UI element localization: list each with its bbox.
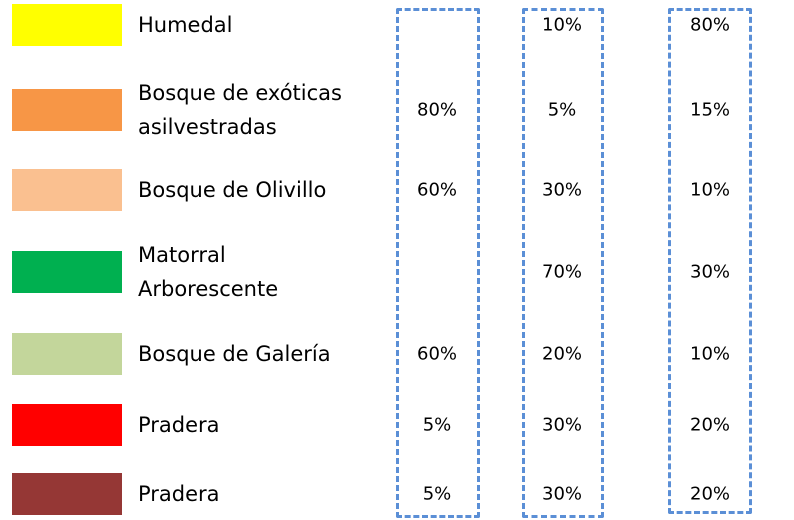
row-label: Bosque de Galería [138,337,331,371]
cell-value: 80% [416,99,458,121]
row-label: Bosque de Olivillo [138,173,326,207]
label-line: Pradera [138,482,220,506]
label-line: Bosque de exóticas [138,81,342,105]
row-label: Humedal [138,8,233,42]
cell-value: 30% [689,261,731,283]
label-line: asilvestradas [138,115,277,139]
cell-value: 20% [689,414,731,436]
cell-value: 5% [422,483,452,505]
column-box [668,8,752,514]
cell-value: 80% [689,14,731,36]
color-swatch [12,4,122,46]
cell-value: 10% [689,179,731,201]
row-label: Matorral Arborescente [138,238,278,306]
column-box [396,8,480,518]
cell-value: 70% [541,261,583,283]
cell-value: 30% [541,414,583,436]
label-line: Pradera [138,413,220,437]
row-label: Bosque de exóticas asilvestradas [138,76,342,144]
cell-value: 30% [541,179,583,201]
label-line: Bosque de Galería [138,342,331,366]
color-swatch [12,333,122,375]
label-line: Humedal [138,13,233,37]
cell-value: 10% [541,14,583,36]
column-box [522,8,604,518]
cell-value: 20% [541,343,583,365]
cell-value: 5% [422,414,452,436]
color-swatch [12,473,122,515]
color-swatch [12,89,122,131]
label-line: Arborescente [138,277,279,301]
cell-value: 60% [416,179,458,201]
color-swatch [12,251,122,293]
cell-value: 10% [689,343,731,365]
label-line: Matorral [138,243,226,267]
row-label: Pradera [138,477,220,511]
cell-value: 30% [541,483,583,505]
cell-value: 20% [689,483,731,505]
cell-value: 5% [547,99,577,121]
row-label: Pradera [138,408,220,442]
color-swatch [12,169,122,211]
cell-value: 15% [689,99,731,121]
color-swatch [12,404,122,446]
cell-value: 60% [416,343,458,365]
label-line: Bosque de Olivillo [138,178,327,202]
